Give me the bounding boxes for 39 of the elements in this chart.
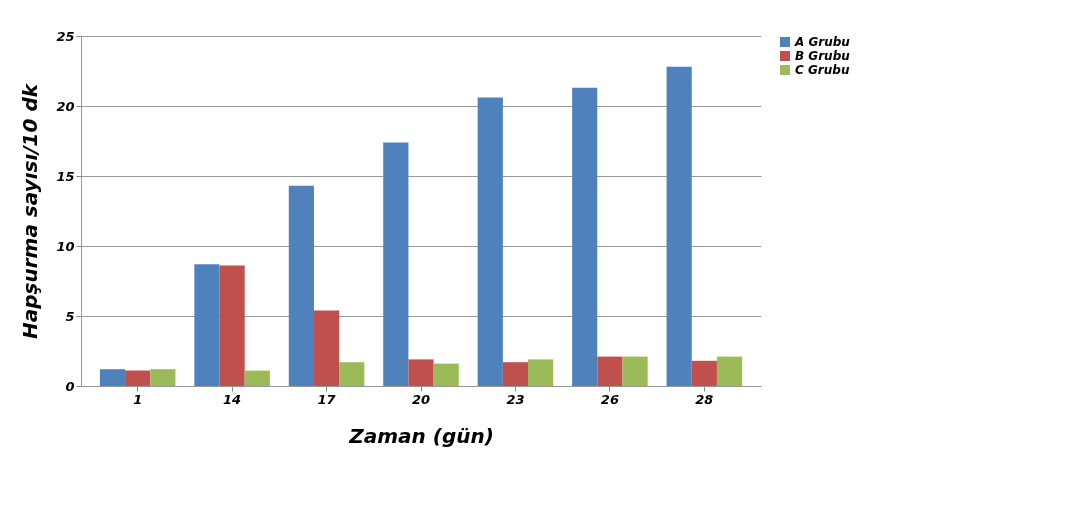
x-tick-label: 23 <box>506 391 525 407</box>
bar <box>339 362 365 386</box>
x-axis-title: Zaman (gün) <box>348 423 494 448</box>
bar <box>716 356 743 386</box>
y-axis-title: Hapşurma sayısı/10 dk <box>18 82 43 340</box>
bar <box>622 356 648 386</box>
bar <box>244 370 270 386</box>
y-tick-label: 20 <box>56 98 75 114</box>
y-tick-label: 0 <box>65 378 75 394</box>
y-tick-label: 5 <box>65 308 75 324</box>
bar <box>288 185 314 386</box>
x-tick-label: 14 <box>223 391 242 407</box>
bar <box>194 264 220 386</box>
legend-label: A Grubu <box>794 35 851 49</box>
bar <box>125 370 151 386</box>
x-tick-label: 28 <box>695 391 714 407</box>
y-tick-label: 25 <box>56 28 75 44</box>
x-tick-label: 17 <box>317 391 337 407</box>
y-tick-label: 10 <box>56 238 75 254</box>
bar <box>99 369 126 386</box>
bar <box>219 265 245 386</box>
bar <box>383 142 409 386</box>
x-tick-label: 20 <box>411 391 431 407</box>
bar <box>408 359 434 386</box>
legend-label: C Grubu <box>795 63 850 77</box>
bar <box>572 87 598 386</box>
bar <box>597 356 623 386</box>
bar <box>313 310 340 386</box>
bar <box>528 359 554 386</box>
x-tick-label: 26 <box>600 391 619 407</box>
bar <box>433 363 459 386</box>
y-tick-label: 15 <box>56 168 75 184</box>
bar <box>477 97 503 386</box>
x-tick-label: 1 <box>133 391 143 407</box>
bar <box>502 362 529 386</box>
bar <box>691 360 717 386</box>
legend-label: B Grubu <box>795 49 851 63</box>
bar <box>150 369 176 386</box>
bar <box>666 66 692 386</box>
